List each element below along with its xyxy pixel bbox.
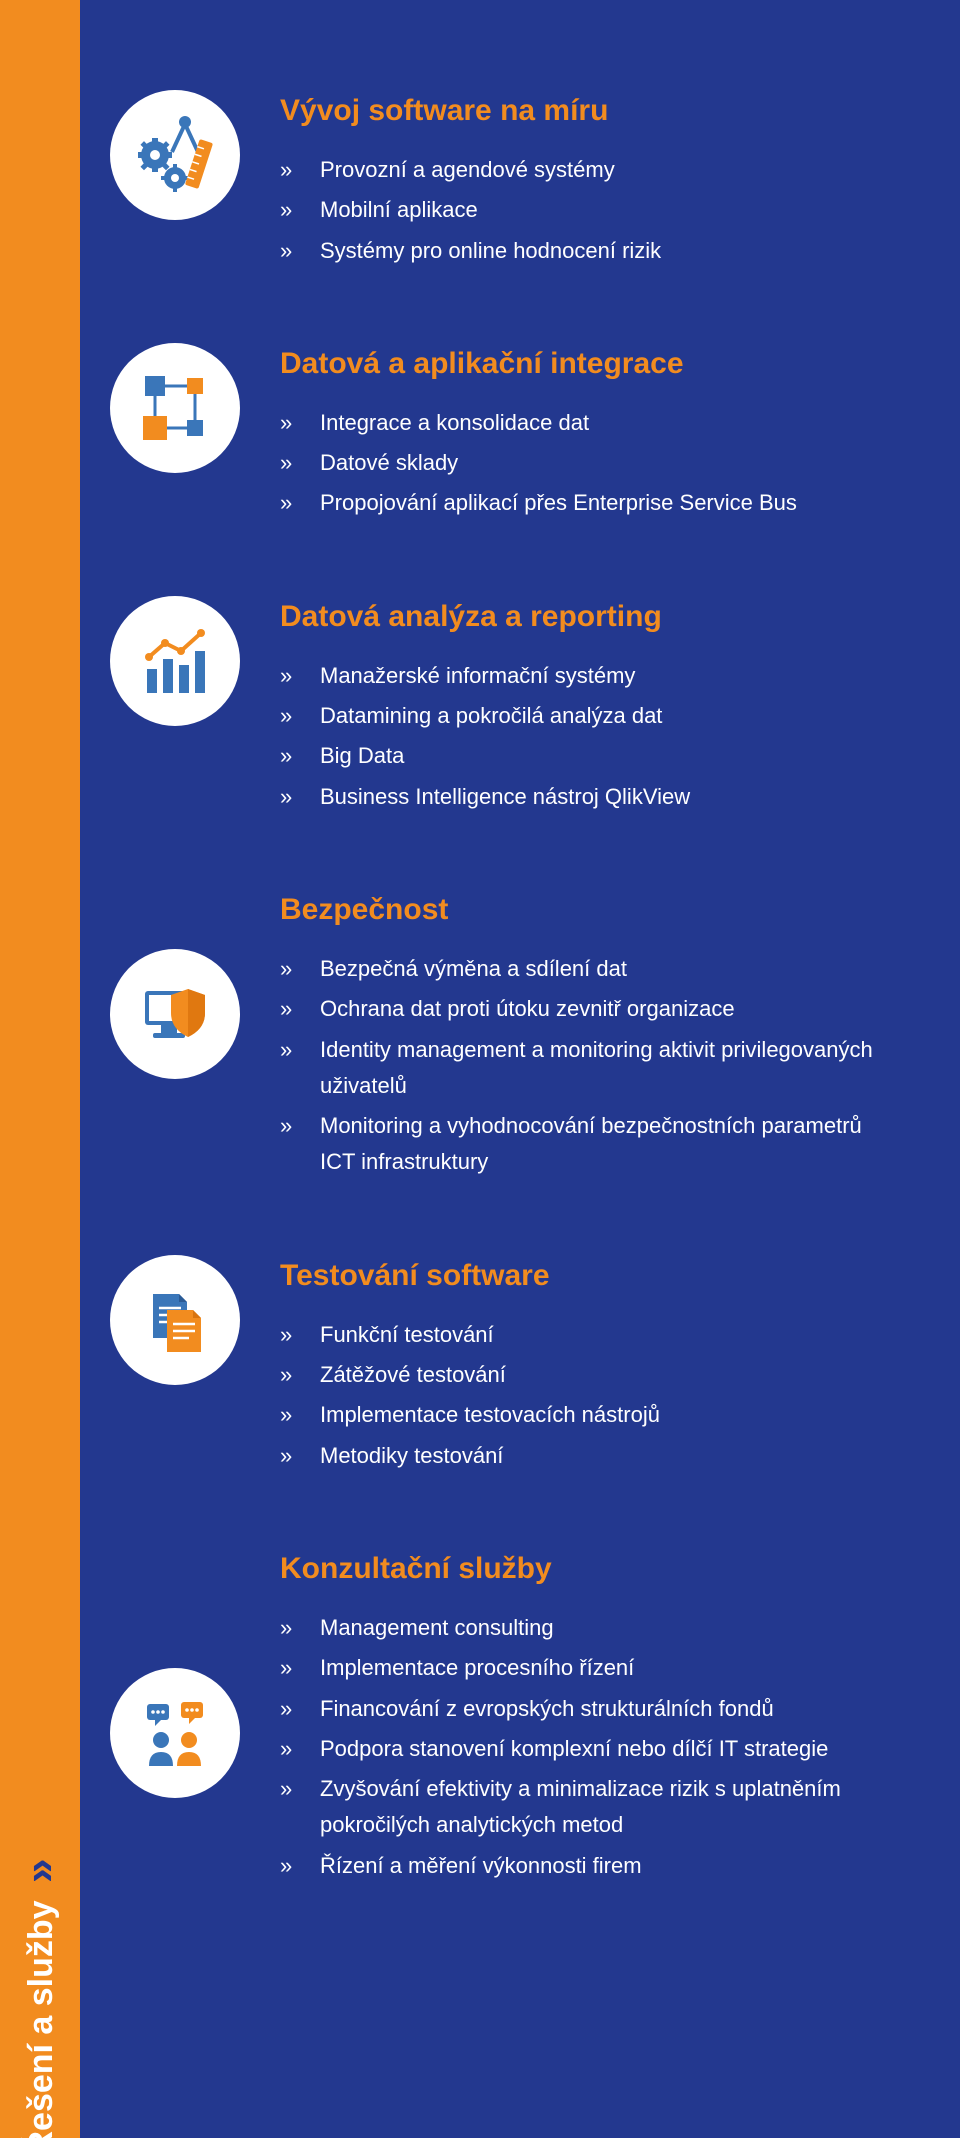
section-title: Bezpečnost bbox=[280, 893, 890, 927]
list-item: Manažerské informační systémy bbox=[280, 658, 890, 694]
list-item: Big Data bbox=[280, 738, 890, 774]
list-item: Ochrana dat proti útoku zevnitř organiza… bbox=[280, 991, 890, 1027]
sidebar-text: Řešení a služby bbox=[22, 1900, 60, 2155]
section-consulting: Konzultační služby Management consulting… bbox=[110, 1548, 890, 1888]
list-item: Řízení a měření výkonnosti firem bbox=[280, 1848, 890, 1884]
list-item: Datové sklady bbox=[280, 445, 890, 481]
page: Řešení a služby » bbox=[0, 0, 960, 2138]
list-item: Propojování aplikací přes Enterprise Ser… bbox=[280, 485, 890, 521]
sidebar: Řešení a služby » bbox=[0, 0, 80, 2138]
list-item: Zátěžové testování bbox=[280, 1357, 890, 1393]
list-item: Management consulting bbox=[280, 1610, 890, 1646]
section-title: Datová a aplikační integrace bbox=[280, 347, 890, 381]
section-integration: Datová a aplikační integrace Integrace a… bbox=[110, 343, 890, 526]
sidebar-label: Řešení a služby » bbox=[15, 1870, 65, 2155]
integration-icon bbox=[110, 343, 240, 473]
section-security: Bezpečnost Bezpečná výměna a sdílení dat… bbox=[110, 889, 890, 1185]
item-list: Bezpečná výměna a sdílení dat Ochrana da… bbox=[280, 951, 890, 1181]
security-icon bbox=[110, 949, 240, 1079]
list-item: Identity management a monitoring aktivit… bbox=[280, 1032, 890, 1105]
documents-icon bbox=[110, 1255, 240, 1385]
chart-icon bbox=[110, 596, 240, 726]
list-item: Implementace testovacích nástrojů bbox=[280, 1397, 890, 1433]
main-content: Vývoj software na míru Provozní a agendo… bbox=[80, 0, 960, 2138]
list-item: Metodiky testování bbox=[280, 1438, 890, 1474]
item-list: Manažerské informační systémy Datamining… bbox=[280, 658, 890, 815]
item-list: Management consulting Implementace proce… bbox=[280, 1610, 890, 1884]
section-title: Konzultační služby bbox=[280, 1552, 890, 1586]
consulting-icon bbox=[110, 1668, 240, 1798]
section-title: Vývoj software na míru bbox=[280, 94, 890, 128]
list-item: Provozní a agendové systémy bbox=[280, 152, 890, 188]
item-list: Provozní a agendové systémy Mobilní apli… bbox=[280, 152, 890, 269]
list-item: Financování z evropských strukturálních … bbox=[280, 1691, 890, 1727]
section-title: Datová analýza a reporting bbox=[280, 600, 890, 634]
list-item: Podpora stanovení komplexní nebo dílčí I… bbox=[280, 1731, 890, 1767]
list-item: Business Intelligence nástroj QlikView bbox=[280, 779, 890, 815]
list-item: Funkční testování bbox=[280, 1317, 890, 1353]
section-analytics: Datová analýza a reporting Manažerské in… bbox=[110, 596, 890, 819]
list-item: Monitoring a vyhodnocování bezpečnostníc… bbox=[280, 1108, 890, 1181]
item-list: Integrace a konsolidace dat Datové sklad… bbox=[280, 405, 890, 522]
list-item: Bezpečná výměna a sdílení dat bbox=[280, 951, 890, 987]
list-item: Integrace a konsolidace dat bbox=[280, 405, 890, 441]
section-testing: Testování software Funkční testování Zát… bbox=[110, 1255, 890, 1478]
list-item: Implementace procesního řízení bbox=[280, 1650, 890, 1686]
list-item: Systémy pro online hodnocení rizik bbox=[280, 233, 890, 269]
section-software-dev: Vývoj software na míru Provozní a agendo… bbox=[110, 90, 890, 273]
chevrons-icon: » bbox=[15, 1870, 64, 1882]
list-item: Mobilní aplikace bbox=[280, 192, 890, 228]
list-item: Datamining a pokročilá analýza dat bbox=[280, 698, 890, 734]
item-list: Funkční testování Zátěžové testování Imp… bbox=[280, 1317, 890, 1474]
dev-tools-icon bbox=[110, 90, 240, 220]
section-title: Testování software bbox=[280, 1259, 890, 1293]
list-item: Zvyšování efektivity a minimalizace rizi… bbox=[280, 1771, 890, 1844]
